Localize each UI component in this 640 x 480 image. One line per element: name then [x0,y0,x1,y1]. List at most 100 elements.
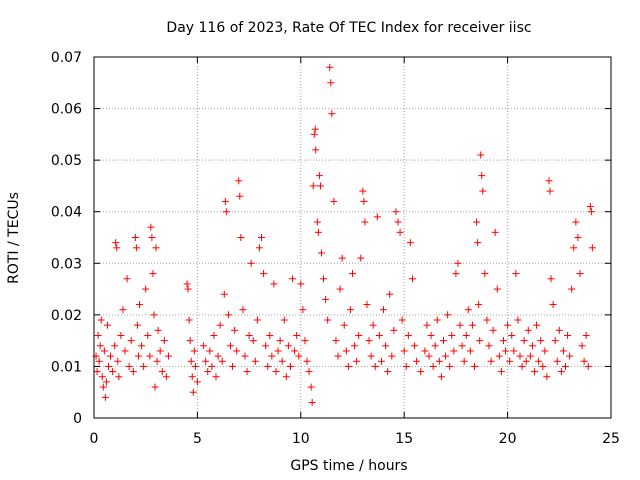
data-point [189,388,197,396]
data-point [474,239,482,247]
data-point [346,306,354,314]
data-point [555,326,563,334]
data-point [131,234,139,241]
data-point [342,347,350,355]
data-point [138,342,146,350]
y-tick-label: 0 [73,411,82,427]
data-point [260,270,268,278]
data-point [423,321,431,329]
data-point [190,347,198,355]
y-tick-label: 0.01 [51,359,82,375]
data-point [185,316,193,324]
data-point [572,218,580,226]
data-point [502,347,510,355]
data-point [499,337,507,345]
data-point [528,342,536,350]
data-point [566,352,574,360]
data-point [435,357,443,365]
data-point [547,275,555,283]
data-point [191,362,199,370]
data-point [291,347,299,355]
data-point [133,321,141,329]
data-point [101,393,109,401]
y-tick-label: 0.02 [51,308,82,324]
data-point [475,301,483,309]
data-point [258,234,266,241]
data-point [270,280,278,288]
data-point [253,316,261,324]
data-point [516,352,524,360]
data-point [164,352,172,360]
data-point [551,337,559,345]
data-point [546,187,554,195]
data-point [530,368,538,376]
data-point [413,357,421,365]
data-point [326,63,334,71]
data-point [160,337,168,345]
data-point [184,285,192,293]
data-point [206,347,214,355]
data-point [315,172,323,180]
data-point [150,311,158,319]
data-point [241,352,249,360]
data-point [545,177,553,185]
data-point [439,337,447,345]
data-point [134,352,142,360]
data-point [188,373,196,381]
data-point [208,362,216,370]
data-point [351,342,359,350]
data-point [524,326,532,334]
data-point [526,352,534,360]
data-point [186,337,194,345]
data-point [535,357,543,365]
data-point [336,285,344,293]
data-point [471,362,479,370]
data-point [427,331,435,339]
data-point [570,244,578,252]
data-point [125,362,133,370]
data-point [221,197,229,205]
data-point [365,337,373,345]
data-point [297,280,305,288]
data-point [148,234,156,241]
data-point [96,342,104,350]
data-point [127,337,135,345]
data-point [218,357,226,365]
data-point [520,337,528,345]
data-point [458,342,466,350]
data-point [222,208,230,216]
data-point [235,177,243,185]
data-point [493,285,501,293]
y-tick-label: 0.06 [51,102,82,118]
data-point [417,368,425,376]
data-point [442,352,450,360]
data-point [481,270,489,278]
data-point [132,244,140,252]
data-point [135,301,143,309]
x-tick-label: 10 [292,431,310,447]
data-point [489,326,497,334]
data-point [448,331,456,339]
data-point [226,342,234,350]
data-point [400,347,408,355]
data-point [142,285,150,293]
data-point [93,368,101,376]
data-point [247,259,255,267]
data-point [121,347,129,355]
data-point [506,357,514,365]
data-point [522,357,530,365]
data-point [446,362,454,370]
x-axis-label: GPS time / hours [290,458,407,474]
data-point [328,110,336,118]
data-point [245,331,253,339]
data-point [286,362,294,370]
data-point [268,352,276,360]
data-point [317,249,325,257]
y-tick-label: 0.07 [51,50,82,66]
data-point [243,368,251,376]
plot-frame [93,56,612,419]
data-point [543,373,551,381]
data-point [373,213,381,221]
data-point [107,352,115,360]
x-tick-label: 25 [602,431,620,447]
